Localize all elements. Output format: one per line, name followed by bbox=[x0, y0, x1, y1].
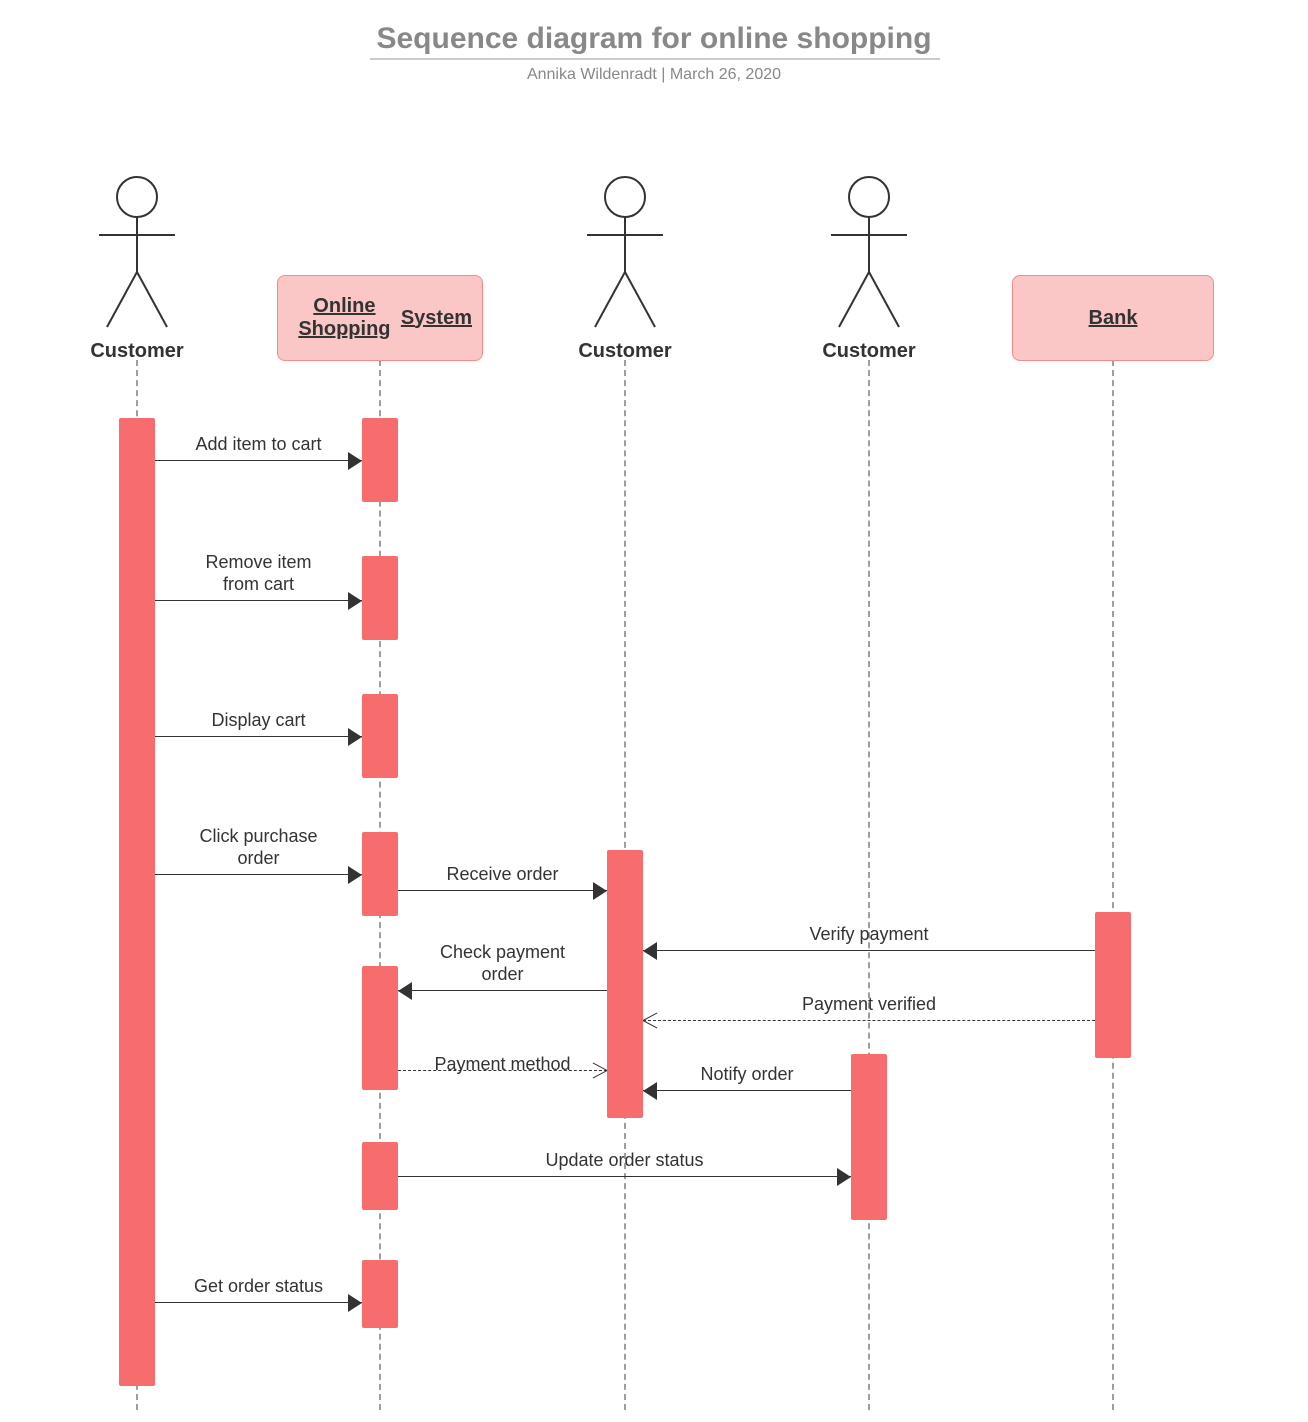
arrow-head bbox=[643, 942, 657, 960]
arrow-head bbox=[837, 1168, 851, 1186]
object-bank: Bank bbox=[1012, 275, 1214, 361]
message-label: Remove item from cart bbox=[139, 552, 379, 595]
message-line bbox=[643, 950, 1095, 951]
message-line bbox=[398, 1176, 851, 1177]
object-system: Online ShoppingSystem bbox=[277, 275, 483, 361]
actor-label: Customer bbox=[789, 340, 949, 363]
message-line bbox=[398, 990, 607, 991]
actor-icon bbox=[826, 175, 912, 331]
diagram-subtitle: Annika Wildenradt | March 26, 2020 bbox=[0, 66, 1308, 84]
activation bbox=[362, 418, 398, 502]
actor-icon bbox=[582, 175, 668, 331]
message-line bbox=[155, 736, 362, 737]
message-label: Check payment order bbox=[383, 942, 623, 985]
activation bbox=[362, 694, 398, 778]
message-label: Add item to cart bbox=[139, 434, 379, 456]
message-line bbox=[643, 1090, 851, 1091]
message-line bbox=[155, 1302, 362, 1303]
message-line bbox=[643, 1020, 1095, 1021]
diagram-title: Sequence diagram for online shopping bbox=[0, 22, 1308, 56]
message-label: Payment verified bbox=[749, 994, 989, 1016]
message-line bbox=[398, 890, 607, 891]
diagram-stage: Sequence diagram for online shopping Ann… bbox=[0, 0, 1308, 1422]
activation bbox=[1095, 912, 1131, 1058]
lifeline-customer3 bbox=[868, 360, 870, 1410]
actor-icon bbox=[94, 175, 180, 331]
message-label: Click purchase order bbox=[139, 826, 379, 869]
message-line bbox=[155, 460, 362, 461]
message-label: Notify order bbox=[627, 1064, 867, 1086]
message-label: Receive order bbox=[383, 864, 623, 886]
lifeline-bank bbox=[1112, 360, 1114, 1410]
activation bbox=[362, 1142, 398, 1210]
message-label: Verify payment bbox=[749, 924, 989, 946]
message-label: Display cart bbox=[139, 710, 379, 732]
arrow-head bbox=[643, 1020, 658, 1028]
message-line bbox=[155, 874, 362, 875]
message-label: Get order status bbox=[139, 1276, 379, 1298]
actor-label: Customer bbox=[57, 340, 217, 363]
message-label: Payment method bbox=[383, 1054, 623, 1076]
message-label: Update order status bbox=[505, 1150, 745, 1172]
title-underline bbox=[370, 58, 940, 60]
actor-label: Customer bbox=[545, 340, 705, 363]
message-line bbox=[155, 600, 362, 601]
